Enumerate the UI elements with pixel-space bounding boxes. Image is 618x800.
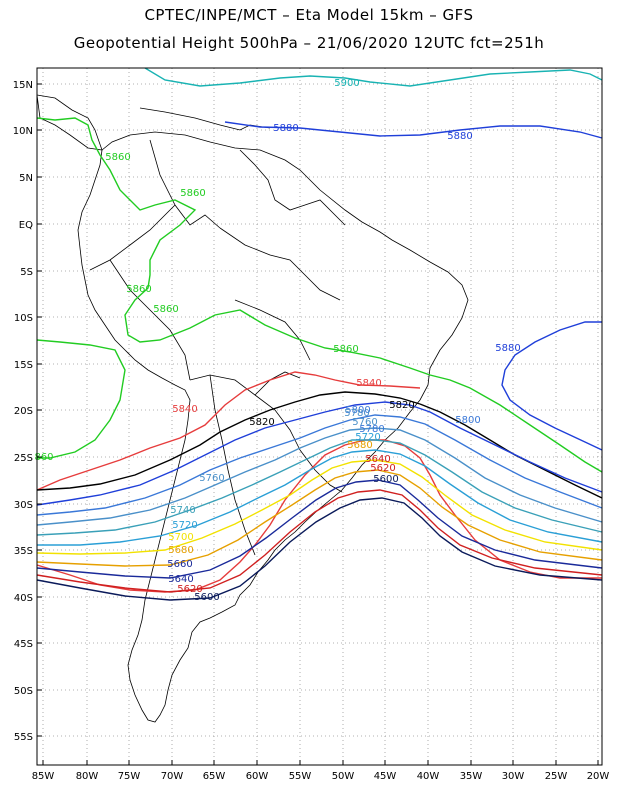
- longitude-label: 85W: [32, 771, 55, 782]
- longitude-label: 80W: [76, 771, 99, 782]
- map-title-line2: Geopotential Height 500hPa – 21/06/2020 …: [73, 34, 545, 52]
- contour-label-5820: 5820: [249, 417, 274, 428]
- contour-label-5680: 5680: [168, 545, 193, 556]
- longitude-label: 25W: [545, 771, 568, 782]
- contour-line-5820: [419, 403, 603, 499]
- contour-label-5780: 5800: [345, 405, 370, 416]
- latitude-label: EQ: [19, 220, 33, 231]
- contour-label-5600: 5600: [194, 592, 219, 603]
- longitude-label: 50W: [332, 771, 355, 782]
- longitude-label: 45W: [374, 771, 397, 782]
- longitude-label: 75W: [118, 771, 141, 782]
- coastline-and-borders: [36, 94, 469, 723]
- contour-line-5880: [501, 321, 603, 451]
- latitude-label: 30S: [14, 500, 33, 511]
- contour-line-5680: [36, 469, 603, 567]
- contour-labels: 5900588058805880586058605860586058608605…: [34, 78, 520, 603]
- contour-label-5860: 5860: [105, 152, 130, 163]
- contour-line-5800: [36, 401, 603, 506]
- map-frame: [36, 67, 603, 766]
- axis-labels: 15N 10N 5N EQ 5S 10S 15S 20S 25S 30S 35S 40S 45S 50S 5…: [13, 80, 610, 782]
- longitude-label: 55W: [289, 771, 312, 782]
- contour-label-5860: 860: [34, 452, 53, 463]
- latitude-label: 15N: [13, 80, 33, 91]
- contour-label-5720: 5720: [172, 520, 197, 531]
- longitude-label: 20W: [587, 771, 610, 782]
- contour-label-5860: 5860: [180, 188, 205, 199]
- contour-label-5840: 5840: [356, 378, 381, 389]
- contour-label-5840: 5840: [172, 404, 197, 415]
- contour-label-5880: 5880: [495, 343, 520, 354]
- longitude-label: 60W: [246, 771, 269, 782]
- contour-label-5660: 5660: [167, 559, 192, 570]
- contour-label-5900: 5900: [334, 78, 359, 89]
- latitude-label: 40S: [14, 593, 33, 604]
- latitude-label: 5S: [20, 267, 33, 278]
- contour-line-5880: [224, 121, 603, 139]
- contour-line-5900: [144, 67, 603, 87]
- latitude-label: 15S: [14, 360, 33, 371]
- longitude-label: 70W: [161, 771, 184, 782]
- contour-label-5860: 5860: [126, 284, 151, 295]
- contour-label-5880: 5880: [447, 131, 472, 142]
- longitude-label: 65W: [203, 771, 226, 782]
- latitude-label: 5N: [19, 173, 33, 184]
- latitude-label: 55S: [14, 732, 33, 743]
- contour-label-5760: 5760: [199, 473, 224, 484]
- contour-line-5660: [36, 479, 603, 579]
- contour-label-5760: 5780: [344, 408, 369, 419]
- contour-line-5760: [36, 427, 603, 526]
- contour-line-5700: [36, 459, 603, 555]
- contour-line-5860: [36, 339, 126, 459]
- contour-label-5640: 5640: [365, 454, 390, 465]
- contour-lines: [36, 67, 603, 601]
- latitude-label: 35S: [14, 546, 33, 557]
- contour-label-5700: 5700: [168, 532, 193, 543]
- contour-label-5620: 5620: [177, 584, 202, 595]
- latitude-label: 45S: [14, 639, 33, 650]
- contour-label-5600: 5600: [373, 474, 398, 485]
- contour-label-5780: 5800: [455, 415, 480, 426]
- latitude-label: 20S: [14, 406, 33, 417]
- contour-line-5780: [36, 414, 603, 516]
- contour-line-5740: [36, 439, 603, 536]
- latitude-label: 25S: [14, 453, 33, 464]
- longitude-label: 40W: [417, 771, 440, 782]
- contour-line-5620: [36, 489, 603, 593]
- contour-label-5880: 5880: [273, 123, 298, 134]
- contour-line-5820: [36, 391, 421, 491]
- map-title-line1: CPTEC/INPE/MCT – Eta Model 15km – GFS: [144, 6, 474, 24]
- contour-line-5600: [36, 497, 603, 601]
- contour-line-5720: [37, 449, 603, 546]
- contour-label-5780: 5780: [359, 424, 384, 435]
- contour-line-5840: [36, 371, 421, 491]
- longitude-label: 30W: [502, 771, 525, 782]
- contour-label-5820: 5820: [389, 400, 414, 411]
- latitude-label: 10N: [13, 126, 33, 137]
- contour-label-5680: 5680: [347, 440, 372, 451]
- longitude-label: 35W: [460, 771, 483, 782]
- grid-lines: [37, 68, 602, 765]
- latitude-label: 50S: [14, 686, 33, 697]
- contour-label-5860: 5860: [333, 344, 358, 355]
- contour-label-5620: 5620: [370, 463, 395, 474]
- contour-label-5660: 5640: [168, 574, 193, 585]
- latitude-label: 10S: [14, 313, 33, 324]
- contour-label-5740: 5740: [170, 505, 195, 516]
- contour-label-5720: 5720: [355, 432, 380, 443]
- contour-label-5760: 5760: [352, 417, 377, 428]
- contour-label-5860: 5860: [153, 304, 178, 315]
- contour-line-5860: [36, 117, 603, 473]
